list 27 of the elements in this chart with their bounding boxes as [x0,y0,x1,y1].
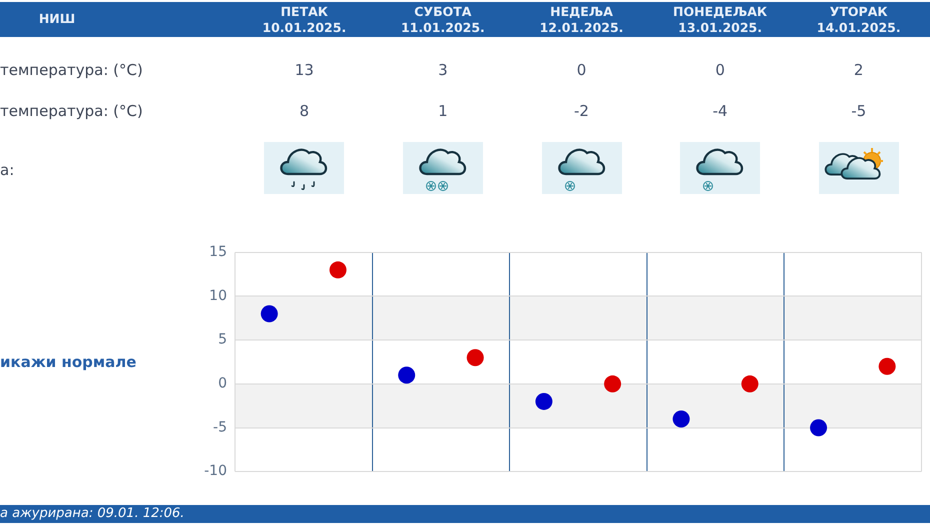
data-label: -2 [573,101,590,121]
y-tick-label: 10 [209,288,227,304]
data-label: 3 [437,60,449,80]
y-tick-label: 0 [218,376,227,392]
y-tick-label: 15 [209,244,227,260]
data-label: 13 [294,60,315,80]
data-label: 8 [298,101,310,121]
data-label: -5 [850,101,868,121]
text: УТОРАК 14.01.2025. [816,4,902,36]
data-label: -4 [712,101,729,121]
data-label: 2 [852,60,864,80]
text: ПОНЕДЕЉАК 13.01.2025. [672,4,768,36]
y-tick-label: -5 [213,419,227,436]
y-tick-label: -10 [204,463,227,480]
y-tick-label: 5 [218,332,227,348]
text: а ажурирана: 09.01. 12:06. [0,505,184,523]
text: СУБОТА 11.01.2025. [400,4,486,36]
text: а: [0,160,14,180]
text: температура: (°C) [0,60,143,80]
text: ПЕТАК 10.01.2025. [261,4,348,36]
text: НЕДЕЉА 12.01.2025. [538,4,624,36]
text: НИШ [38,11,76,27]
data-label: 1 [437,101,449,121]
data-label: 0 [576,60,588,80]
data-label: 0 [714,60,726,80]
text: икажи нормале [0,352,136,372]
text: температура: (°C) [0,101,143,121]
